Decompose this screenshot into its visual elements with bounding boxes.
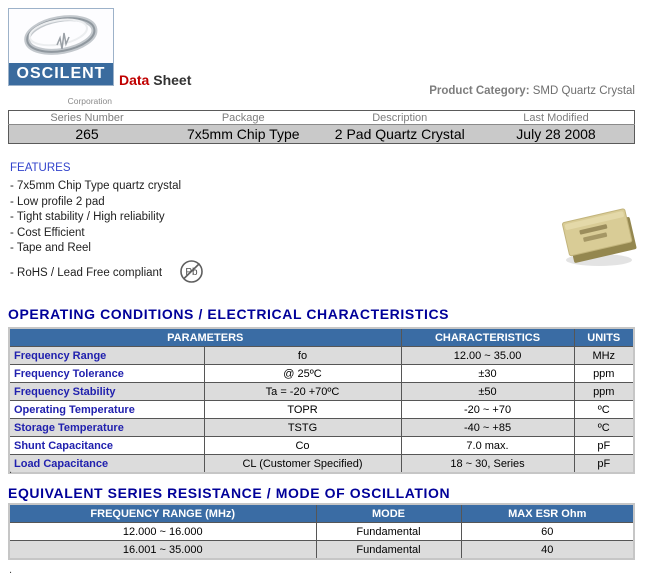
paragraph-dot: .	[9, 464, 13, 476]
logo-ellipse-icon	[9, 9, 113, 63]
esr-cell: 40	[460, 540, 635, 560]
info-header-package: Package	[165, 110, 322, 125]
table-row: 12.000 ~ 16.000 Fundamental 60	[8, 522, 635, 541]
characteristic-cell: -20 ~ +70	[400, 400, 575, 419]
product-category: Product Category: SMD Quartz Crystal	[429, 85, 635, 97]
condition-cell: CL (Customer Specified)	[203, 454, 402, 474]
info-header-modified: Last Modified	[478, 110, 635, 125]
logo-wordmark: OSCILENT	[9, 63, 113, 85]
header-max-esr: MAX ESR Ohm	[460, 503, 635, 523]
pb-icon-text: Pb	[186, 267, 199, 278]
info-value-description: 2 Pad Quartz Crystal	[321, 124, 478, 144]
features-title: FEATURES	[10, 162, 71, 174]
company-logo: OSCILENT	[8, 8, 114, 86]
range-cell: 12.000 ~ 16.000	[8, 522, 317, 541]
parameter-cell: Storage Temperature	[8, 418, 205, 437]
logo-subtitle: Corporation	[67, 96, 112, 106]
info-value-package: 7x5mm Chip Type	[165, 124, 322, 144]
characteristic-cell: 12.00 ~ 35.00	[400, 346, 575, 365]
parameter-cell: Frequency Tolerance	[8, 364, 205, 383]
esr-heading: EQUIVALENT SERIES RESISTANCE / MODE OF O…	[8, 485, 451, 501]
mode-cell: Fundamental	[315, 522, 462, 541]
table-header-row: PARAMETERS CHARACTERISTICS UNITS	[8, 327, 635, 347]
pb-free-icon: Pb	[179, 259, 204, 287]
range-cell: 16.001 ~ 35.000	[8, 540, 317, 560]
table-header-row: FREQUENCY RANGE (MHz) MODE MAX ESR Ohm	[8, 503, 635, 523]
table-row: Storage Temperature TSTG -40 ~ +85 ºC	[8, 418, 635, 437]
product-category-value: SMD Quartz Crystal	[532, 85, 635, 97]
feature-item: - 7x5mm Chip Type quartz crystal	[10, 180, 182, 192]
table-row: Frequency Range fo 12.00 ~ 35.00 MHz	[8, 346, 635, 365]
operating-conditions-table: PARAMETERS CHARACTERISTICS UNITS Frequen…	[8, 327, 636, 474]
parameter-cell: Frequency Stability	[8, 382, 205, 401]
mode-cell: Fundamental	[315, 540, 462, 560]
esr-cell: 60	[460, 522, 635, 541]
header-characteristics: CHARACTERISTICS	[400, 327, 575, 347]
product-category-label: Product Category:	[429, 85, 530, 97]
feature-item-label: - RoHS / Lead Free compliant	[10, 266, 163, 279]
title-word-sheet: Sheet	[153, 72, 192, 88]
operating-conditions-heading: OPERATING CONDITIONS / ELECTRICAL CHARAC…	[8, 306, 450, 322]
info-header-description: Description	[321, 110, 478, 125]
header-units: UNITS	[573, 327, 635, 347]
condition-cell: fo	[203, 346, 402, 365]
unit-cell: ppm	[573, 382, 635, 401]
feature-item: - Tight stability / High reliability	[10, 211, 165, 223]
feature-item: - Low profile 2 pad	[10, 195, 105, 208]
paragraph-dot: .	[9, 564, 13, 576]
info-value-series: 265	[8, 124, 165, 144]
parameter-cell: Shunt Capacitance	[8, 436, 205, 455]
chip-product-image	[553, 200, 645, 277]
header-parameters: PARAMETERS	[8, 327, 402, 347]
characteristic-cell: -40 ~ +85	[400, 418, 575, 437]
condition-cell: Ta = -20 +70ºC	[203, 382, 402, 401]
table-row: 16.001 ~ 35.000 Fundamental 40	[8, 540, 635, 560]
characteristic-cell: ±30	[400, 364, 575, 383]
condition-cell: Co	[203, 436, 402, 455]
unit-cell: ºC	[573, 400, 635, 419]
feature-item: - Tape and Reel	[10, 242, 91, 254]
info-header-row: Series Number Package Description Last M…	[8, 110, 635, 125]
table-row: Frequency Stability Ta = -20 +70ºC ±50 p…	[8, 382, 635, 401]
feature-item: - Cost Efficient	[10, 226, 85, 239]
table-row: Shunt Capacitance Co 7.0 max. pF	[8, 436, 635, 455]
table-row: Frequency Tolerance @ 25ºC ±30 ppm	[8, 364, 635, 383]
table-row: Load Capacitance CL (Customer Specified)…	[8, 454, 635, 474]
characteristic-cell: ±50	[400, 382, 575, 401]
unit-cell: ºC	[573, 418, 635, 437]
unit-cell: MHz	[573, 346, 635, 365]
feature-item: - RoHS / Lead Free compliant Pb	[10, 259, 204, 287]
title-word-data: Data	[119, 72, 150, 88]
parameter-cell: Frequency Range	[8, 346, 205, 365]
header-frequency-range: FREQUENCY RANGE (MHz)	[8, 503, 317, 523]
unit-cell: pF	[573, 436, 635, 455]
condition-cell: TOPR	[203, 400, 402, 419]
condition-cell: TSTG	[203, 418, 402, 437]
characteristic-cell: 18 ~ 30, Series	[400, 454, 575, 474]
table-row: Operating Temperature TOPR -20 ~ +70 ºC	[8, 400, 635, 419]
product-info-table: Series Number Package Description Last M…	[8, 110, 635, 144]
info-value-row: 265 7x5mm Chip Type 2 Pad Quartz Crystal…	[8, 124, 635, 144]
condition-cell: @ 25ºC	[203, 364, 402, 383]
characteristic-cell: 7.0 max.	[400, 436, 575, 455]
info-value-modified: July 28 2008	[478, 124, 635, 144]
parameter-cell: Operating Temperature	[8, 400, 205, 419]
parameter-cell: Load Capacitance	[8, 454, 205, 474]
unit-cell: ppm	[573, 364, 635, 383]
info-header-series: Series Number	[8, 110, 165, 125]
page-title: Data Sheet	[119, 72, 191, 88]
features-section: FEATURES - 7x5mm Chip Type quartz crysta…	[10, 162, 204, 291]
esr-table: FREQUENCY RANGE (MHz) MODE MAX ESR Ohm 1…	[8, 503, 635, 560]
unit-cell: pF	[573, 454, 635, 474]
header-mode: MODE	[315, 503, 462, 523]
